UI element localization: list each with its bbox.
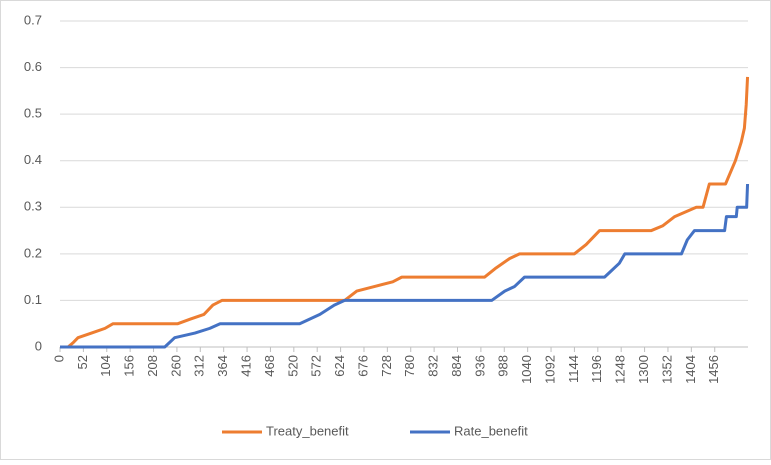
series-line: [60, 76, 750, 349]
x-tick-label: 0: [51, 355, 66, 362]
x-tick-label: 416: [239, 355, 254, 377]
x-tick-label: 728: [379, 355, 394, 377]
y-tick-label: 0.7: [24, 12, 42, 27]
y-tick-label: 0.1: [24, 292, 42, 307]
x-tick-label: 572: [309, 355, 324, 377]
x-tick-label: 52: [75, 355, 90, 369]
x-tick-label: 260: [168, 355, 183, 377]
x-tick-label: 156: [122, 355, 137, 377]
x-tick-label: 1404: [683, 355, 698, 384]
y-tick-label: 0.4: [24, 152, 42, 167]
y-tick-label: 0.3: [24, 199, 42, 214]
x-tick-label: 1352: [659, 355, 674, 384]
x-tick-label: 1196: [589, 355, 604, 383]
x-tick-label: 884: [449, 355, 464, 377]
legend-label: Rate_benefit: [454, 423, 528, 438]
x-tick-label: 780: [402, 355, 417, 377]
x-tick-label: 208: [145, 355, 160, 377]
x-tick-label: 936: [472, 355, 487, 377]
x-tick-label: 988: [496, 355, 511, 377]
x-tick-label: 676: [355, 355, 370, 377]
x-tick-label: 520: [285, 355, 300, 377]
x-tick-label: 312: [192, 355, 207, 377]
x-tick-label: 1092: [542, 355, 557, 384]
x-tick-label: 1040: [519, 355, 534, 384]
y-tick-label: 0.6: [24, 59, 42, 74]
x-tick-label: 624: [332, 355, 347, 377]
x-tick-label: 1300: [636, 355, 651, 384]
x-tick-label: 1144: [566, 355, 581, 383]
y-tick-label: 0: [35, 338, 42, 353]
x-tick-label: 468: [262, 355, 277, 377]
y-tick-label: 0.2: [24, 245, 42, 260]
series-line: [60, 183, 750, 349]
x-tick-label: 104: [98, 355, 113, 377]
legend-label: Treaty_benefit: [266, 423, 349, 438]
y-tick-label: 0.5: [24, 106, 42, 121]
x-tick-label: 832: [426, 355, 441, 377]
x-tick-label: 1248: [613, 355, 628, 384]
x-tick-label: 364: [215, 355, 230, 377]
x-tick-label: 1456: [706, 355, 721, 384]
